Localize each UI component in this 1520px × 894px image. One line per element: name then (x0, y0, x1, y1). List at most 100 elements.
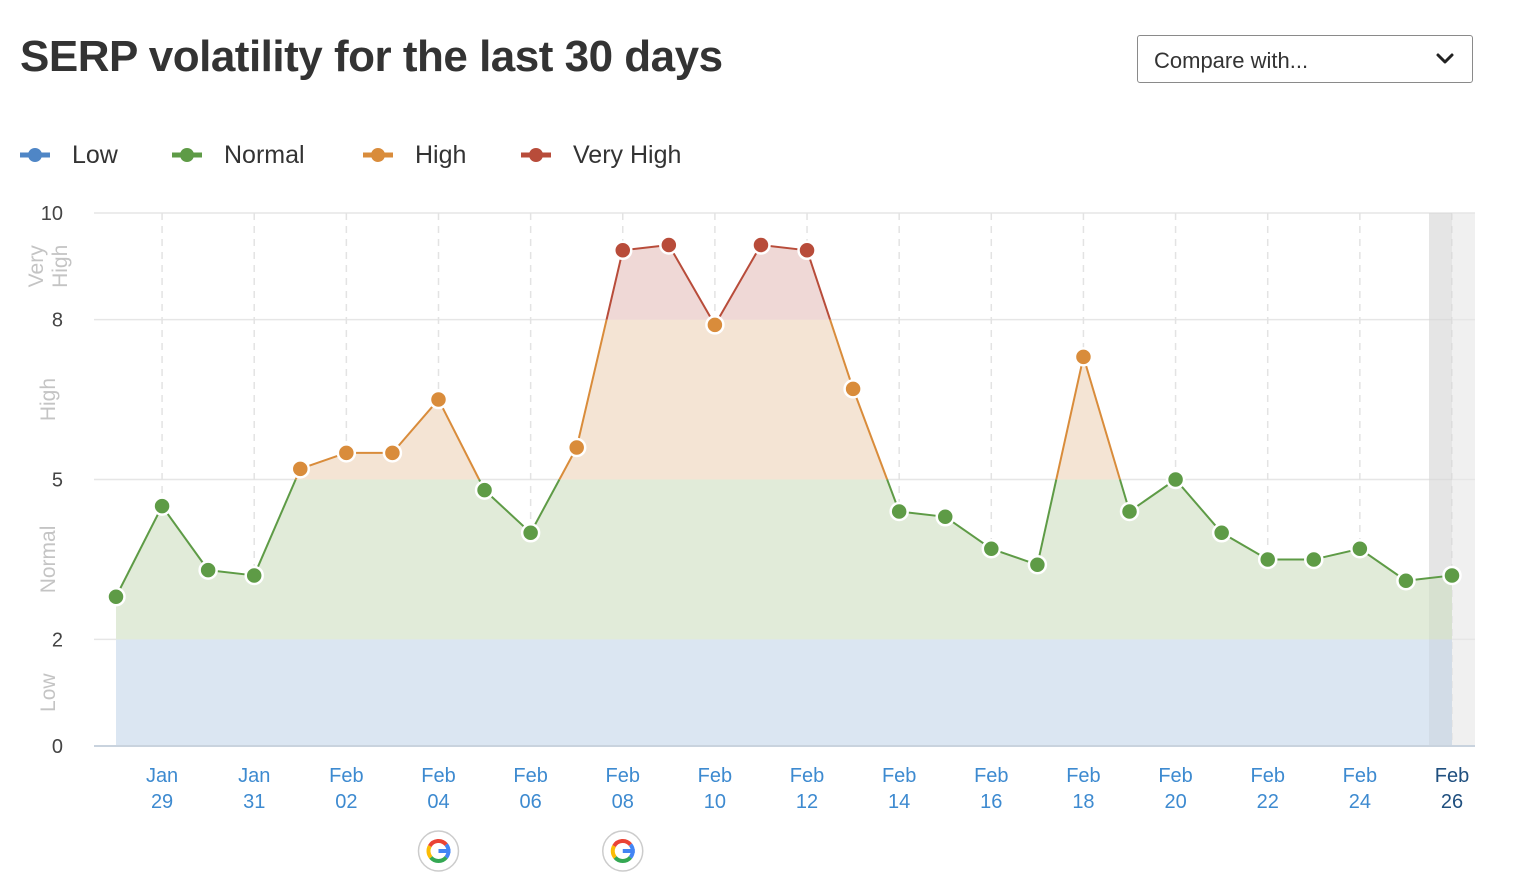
x-tick-label-day: 26 (1441, 791, 1463, 813)
data-point (1073, 347, 1094, 367)
x-tick-label-month: Feb (698, 765, 732, 787)
band-label-text: High (37, 378, 60, 421)
band-label-normal: Normal (37, 526, 60, 594)
google-update-icon[interactable] (417, 830, 460, 872)
series-line-segment (1082, 356, 1121, 480)
legend-marker-high-icon (363, 148, 393, 162)
series-line-segment (115, 505, 163, 598)
x-tick-label-month: Feb (329, 765, 363, 787)
data-point (1350, 539, 1370, 559)
series-line-segment (605, 250, 624, 320)
google-arc-yellow (426, 845, 433, 859)
band-label-text: Very (25, 245, 48, 288)
x-tick-label-month: Feb (421, 765, 455, 787)
band-label-text: High (49, 245, 72, 288)
data-point (981, 539, 1002, 559)
google-update-icon[interactable] (602, 830, 644, 872)
data-point (1304, 549, 1324, 570)
x-tick-label-day: 10 (704, 791, 726, 813)
x-tick-label-day: 20 (1164, 791, 1186, 813)
compare-with-label: Compare with... (1154, 48, 1309, 73)
x-tick-label-day: 24 (1349, 791, 1371, 813)
data-point (474, 480, 495, 500)
data-point (1027, 555, 1048, 575)
data-point (659, 235, 679, 255)
x-tick-label-day: 02 (335, 791, 357, 813)
y-tick-label: 8 (52, 310, 63, 332)
series-line-segment (806, 249, 832, 320)
series-line-segment (667, 244, 713, 321)
x-tick-label-day: 31 (243, 791, 265, 813)
series-line-segment (1174, 478, 1223, 534)
data-point (244, 565, 264, 586)
series-line-segment (1055, 356, 1085, 480)
series-line-segment (437, 399, 481, 480)
x-tick-label-day: 12 (796, 791, 818, 813)
x-tick-label-month: Feb (1435, 765, 1469, 787)
series-line-segment (852, 388, 889, 480)
data-point (428, 389, 449, 410)
data-point (1165, 469, 1186, 490)
x-tick-label-day: 16 (980, 791, 1002, 813)
series-line-segment (483, 489, 532, 534)
data-point (382, 443, 403, 463)
series-line-segment (717, 244, 762, 321)
data-point (106, 587, 126, 607)
series-line-segment (529, 479, 561, 534)
data-point (1119, 501, 1140, 522)
x-tick-label-month: Feb (974, 765, 1008, 787)
data-point (336, 443, 357, 463)
x-tick-label-day: 29 (151, 791, 173, 813)
band-label-low: Low (37, 673, 60, 712)
data-point (1257, 549, 1278, 570)
x-tick-label-day: 22 (1257, 791, 1279, 813)
x-tick-label-month: Feb (790, 765, 824, 787)
legend-label-normal: Normal (224, 141, 305, 169)
y-tick-label: 10 (41, 203, 63, 225)
data-point (751, 235, 771, 255)
series-line-segment (253, 479, 297, 576)
x-tick-label-month: Feb (1250, 765, 1284, 787)
data-point (1211, 523, 1232, 543)
google-arc-green (429, 855, 448, 863)
band-label-text: Normal (37, 526, 60, 594)
legend-marker-normal-icon (172, 148, 202, 162)
series-line-segment (161, 505, 209, 571)
x-tick-label-month: Feb (882, 765, 916, 787)
x-tick-label-day: 18 (1072, 791, 1094, 813)
data-point (566, 437, 587, 458)
legend-label-high: High (415, 141, 467, 169)
series-line-segment (1036, 479, 1058, 565)
x-tick-label-month: Jan (238, 765, 270, 787)
data-point (935, 507, 955, 527)
band-label-text: Low (37, 673, 60, 712)
band-fill-very-high (116, 244, 1452, 320)
band-label-very-high: Very High (25, 245, 72, 288)
today-shade (1429, 213, 1452, 746)
compare-with-dropdown[interactable]: Compare with... (1137, 35, 1473, 83)
x-tick-label-day: 04 (427, 791, 449, 813)
data-point (152, 496, 172, 516)
y-tick-label: 0 (52, 736, 63, 758)
google-arc-red (428, 839, 448, 848)
data-point (198, 560, 218, 580)
x-tick-label-month: Feb (1066, 765, 1100, 787)
series-line-segment (391, 398, 440, 454)
x-tick-label-month: Feb (1343, 765, 1377, 787)
data-point (843, 379, 863, 399)
x-tick-label-month: Feb (1158, 765, 1192, 787)
x-tick-label-month: Jan (146, 765, 178, 787)
y-tick-label: 2 (52, 629, 63, 651)
x-tick-label-day: 06 (519, 791, 541, 813)
page-title: SERP volatility for the last 30 days (20, 32, 723, 81)
x-tick-label-month: Feb (513, 765, 547, 787)
legend-label-very-high: Very High (573, 141, 682, 169)
band-label-high: High (37, 378, 60, 421)
data-point (290, 459, 311, 479)
chevron-down-icon (1436, 53, 1454, 64)
legend-label-low: Low (72, 141, 118, 169)
band-fill-low (116, 639, 1452, 746)
data-point (1442, 565, 1462, 586)
x-tick-label-month: Feb (606, 765, 640, 787)
